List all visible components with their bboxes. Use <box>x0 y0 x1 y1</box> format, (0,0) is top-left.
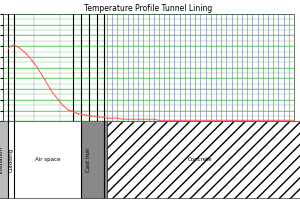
Bar <box>0 121 8 198</box>
Bar <box>14 121 81 198</box>
Title: Temperature Profile Tunnel Lining: Temperature Profile Tunnel Lining <box>84 4 213 13</box>
Bar <box>8 121 14 198</box>
X-axis label: Depth [m]: Depth [m] <box>132 132 165 137</box>
Text: Cladding: Cladding <box>9 148 14 172</box>
Text: Cast iron: Cast iron <box>86 147 91 172</box>
Text: Air space: Air space <box>35 157 60 162</box>
Text: Concrete: Concrete <box>188 157 213 162</box>
Text: Insulation: Insulation <box>0 146 4 173</box>
Bar <box>107 121 300 198</box>
Bar <box>81 121 107 198</box>
